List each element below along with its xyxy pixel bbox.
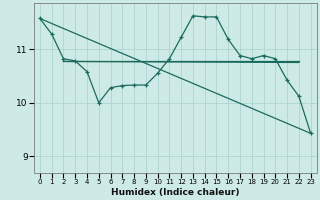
X-axis label: Humidex (Indice chaleur): Humidex (Indice chaleur) — [111, 188, 240, 197]
